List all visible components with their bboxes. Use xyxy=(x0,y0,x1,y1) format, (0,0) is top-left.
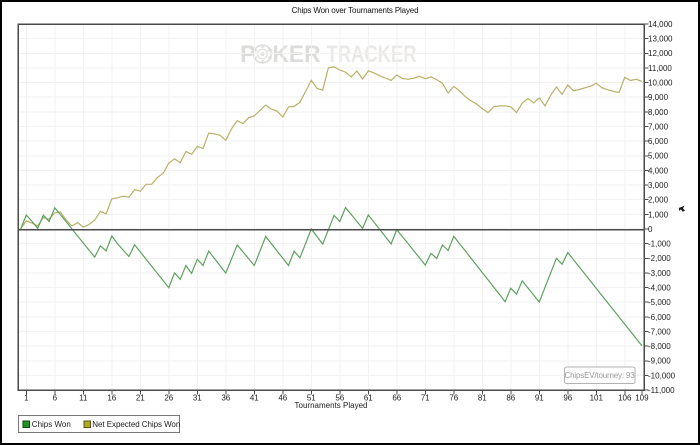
svg-text:10,000: 10,000 xyxy=(648,79,673,88)
svg-text:12,000: 12,000 xyxy=(648,49,673,58)
svg-text:31: 31 xyxy=(193,393,202,402)
svg-text:-1,000: -1,000 xyxy=(648,240,671,249)
svg-text:9,000: 9,000 xyxy=(648,93,669,102)
svg-text:11: 11 xyxy=(79,393,88,402)
svg-text:-11,000: -11,000 xyxy=(648,386,675,395)
svg-text:Net Expected Chips Won: Net Expected Chips Won xyxy=(92,420,180,429)
svg-text:66: 66 xyxy=(392,393,401,402)
svg-text:13,000: 13,000 xyxy=(648,35,673,44)
svg-text:Tournaments Played: Tournaments Played xyxy=(295,401,368,410)
svg-text:ChipsEV/tourney: 93: ChipsEV/tourney: 93 xyxy=(565,371,636,380)
svg-text:-8,000: -8,000 xyxy=(648,342,671,351)
svg-text:1,000: 1,000 xyxy=(648,210,669,219)
svg-text:96: 96 xyxy=(563,393,572,402)
svg-text:-2,000: -2,000 xyxy=(648,254,671,263)
svg-text:41: 41 xyxy=(250,393,259,402)
svg-text:16: 16 xyxy=(107,393,116,402)
svg-text:81: 81 xyxy=(478,393,487,402)
svg-text:14,000: 14,000 xyxy=(648,20,673,29)
svg-text:-3,000: -3,000 xyxy=(648,269,671,278)
svg-text:7,000: 7,000 xyxy=(648,122,669,131)
svg-text:4,000: 4,000 xyxy=(648,166,669,175)
svg-text:Chips Won: Chips Won xyxy=(32,420,71,429)
svg-text:51: 51 xyxy=(307,393,316,402)
svg-text:26: 26 xyxy=(164,393,173,402)
svg-text:KER: KER xyxy=(273,41,321,68)
svg-text:56: 56 xyxy=(335,393,344,402)
svg-text:109: 109 xyxy=(635,393,649,402)
svg-text:3,000: 3,000 xyxy=(648,181,669,190)
svg-text:-9,000: -9,000 xyxy=(648,357,671,366)
svg-text:106: 106 xyxy=(618,393,632,402)
svg-text:101: 101 xyxy=(590,393,604,402)
svg-text:61: 61 xyxy=(364,393,373,402)
svg-text:21: 21 xyxy=(136,393,145,402)
svg-text:1: 1 xyxy=(24,393,29,402)
svg-text:0: 0 xyxy=(648,225,653,234)
svg-text:91: 91 xyxy=(535,393,544,402)
svg-text:P: P xyxy=(240,41,256,68)
svg-text:71: 71 xyxy=(421,393,430,402)
svg-text:-10,000: -10,000 xyxy=(648,371,676,380)
svg-text:Chips Won over Tournaments Pla: Chips Won over Tournaments Played xyxy=(292,6,419,15)
svg-text:76: 76 xyxy=(449,393,458,402)
svg-text:6,000: 6,000 xyxy=(648,137,669,146)
svg-text:-5,000: -5,000 xyxy=(648,298,671,307)
svg-text:-4,000: -4,000 xyxy=(648,284,671,293)
svg-text:36: 36 xyxy=(221,393,230,402)
svg-text:-7,000: -7,000 xyxy=(648,327,671,336)
svg-text:86: 86 xyxy=(506,393,515,402)
svg-text:-6,000: -6,000 xyxy=(648,313,671,322)
svg-text:8,000: 8,000 xyxy=(648,108,669,117)
svg-text:46: 46 xyxy=(278,393,287,402)
svg-text:11,000: 11,000 xyxy=(648,64,672,73)
svg-text:6: 6 xyxy=(53,393,58,402)
svg-text:5,000: 5,000 xyxy=(648,152,669,161)
svg-text:2,000: 2,000 xyxy=(648,196,669,205)
svg-text:TRACKER: TRACKER xyxy=(327,41,417,68)
